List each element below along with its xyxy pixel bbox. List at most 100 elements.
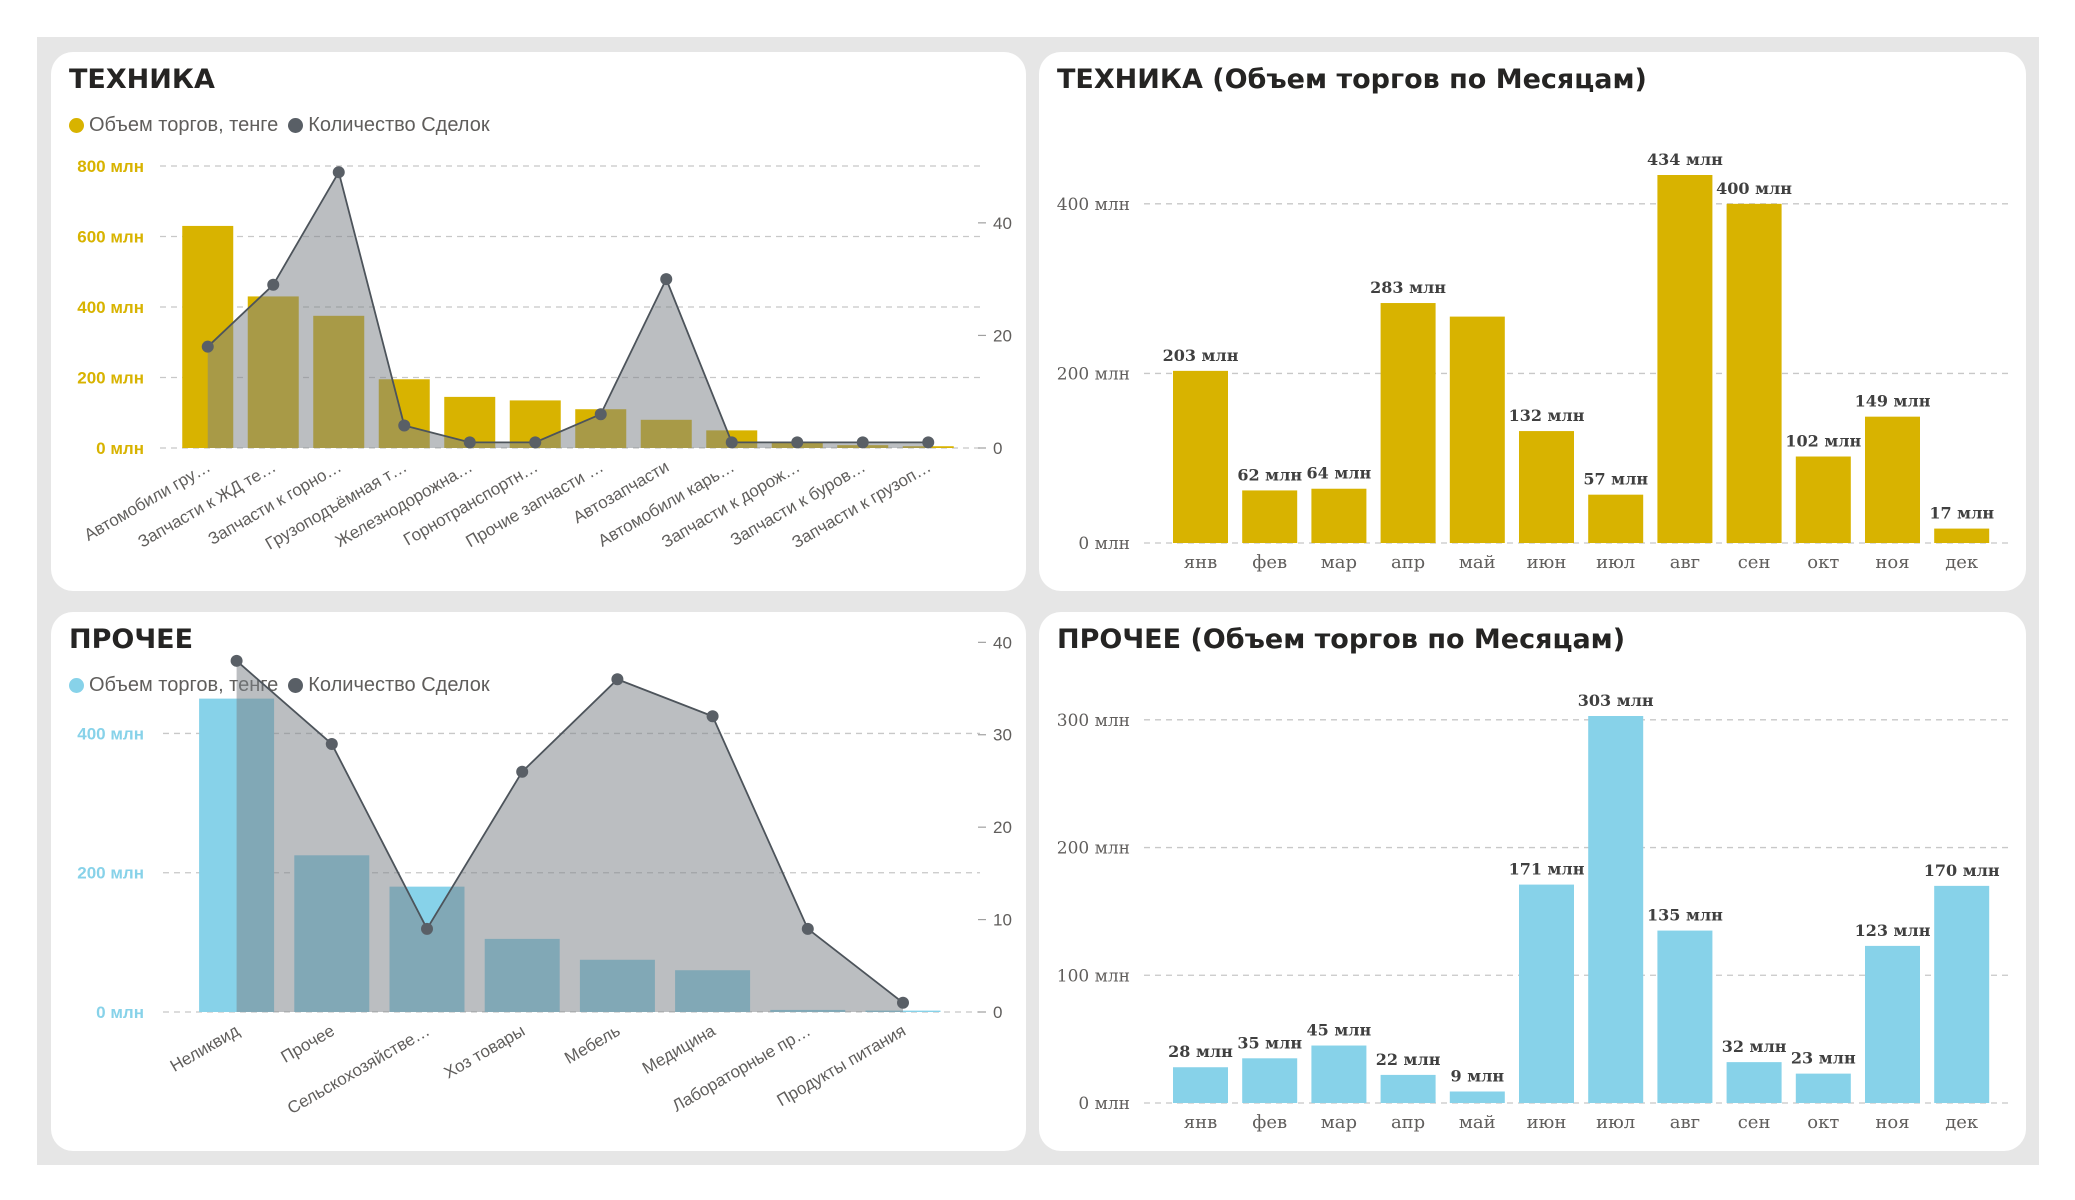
y-axis-tick-label: 200 млн bbox=[77, 369, 144, 388]
tech-months-chart: 0 млн 200 млн 400 млн 203 млн янв 62 млн фев 64… bbox=[1057, 150, 2013, 573]
data-label: 303 млн bbox=[1578, 691, 1654, 710]
data-label: 132 млн bbox=[1509, 406, 1585, 425]
x-axis-month-label: апр bbox=[1391, 552, 1425, 573]
bar bbox=[1242, 490, 1298, 543]
x-axis-month-label: авг bbox=[1670, 552, 1700, 573]
data-label: 170 млн bbox=[1924, 861, 2000, 880]
x-axis-month-label: фев bbox=[1252, 552, 1287, 573]
legend-volume-label: Объем торгов, тенге bbox=[89, 114, 279, 136]
chart-title: ТЕХНИКА bbox=[69, 64, 215, 95]
bar bbox=[1242, 1058, 1298, 1103]
bar bbox=[1865, 416, 1920, 543]
count-point bbox=[267, 278, 280, 291]
bar bbox=[1795, 1073, 1851, 1103]
chart-legend: Объем торгов, тенге Количество Сделок bbox=[69, 114, 494, 137]
x-axis-category-label: Прочее bbox=[278, 1021, 338, 1067]
x-axis-month-label: апр bbox=[1391, 1112, 1425, 1133]
y2-axis-tick-label: 0 bbox=[993, 439, 1002, 458]
data-label: 102 млн bbox=[1785, 432, 1861, 451]
bar bbox=[1380, 1074, 1436, 1103]
legend-item-count[interactable]: Количество Сделок bbox=[288, 114, 490, 137]
y-axis-tick-label: 0 млн bbox=[96, 1003, 144, 1022]
data-label: 283 млн bbox=[1370, 278, 1446, 297]
x-axis-month-label: июн bbox=[1527, 1112, 1567, 1133]
count-point bbox=[398, 419, 411, 432]
bar bbox=[1588, 716, 1644, 1103]
data-label: 28 млн bbox=[1168, 1042, 1233, 1061]
y-axis-tick-label: 100 млн bbox=[1057, 966, 1130, 986]
count-point bbox=[856, 436, 869, 449]
count-point bbox=[325, 737, 338, 750]
data-label: 400 млн bbox=[1716, 179, 1792, 198]
count-area bbox=[236, 660, 904, 1012]
data-label: 23 млн bbox=[1791, 1049, 1856, 1068]
y2-axis-tick-label: 40 bbox=[993, 214, 1012, 233]
legend-count-label: Количество Сделок bbox=[308, 114, 490, 136]
y-axis-tick-label: 400 млн bbox=[77, 298, 144, 317]
tech-months-card: ТЕХНИКА (Объем торгов по Месяцам) 0 млн 2… bbox=[1039, 52, 2026, 591]
bar bbox=[1934, 885, 1990, 1103]
y-axis-tick-label: 0 млн bbox=[96, 439, 144, 458]
bar bbox=[1380, 303, 1436, 543]
count-point bbox=[529, 436, 542, 449]
y2-axis-tick-label: 30 bbox=[993, 726, 1012, 745]
legend-volume-label: Объем торгов, тенге bbox=[89, 674, 279, 696]
y-axis-tick-label: 200 млн bbox=[1057, 364, 1130, 384]
x-axis-month-label: ноя bbox=[1875, 552, 1909, 573]
legend-count-marker bbox=[288, 678, 304, 693]
count-point bbox=[594, 408, 607, 421]
count-point bbox=[230, 654, 243, 667]
x-axis-month-label: дек bbox=[1945, 552, 1979, 573]
bar bbox=[1173, 1067, 1228, 1103]
count-point bbox=[725, 436, 738, 449]
legend-item-count[interactable]: Количество Сделок bbox=[288, 674, 490, 697]
count-point bbox=[421, 922, 433, 935]
bar bbox=[1519, 431, 1574, 543]
data-label: 35 млн bbox=[1237, 1033, 1302, 1052]
data-label: 62 млн bbox=[1237, 465, 1302, 484]
count-point bbox=[201, 340, 214, 353]
data-label: 203 млн bbox=[1163, 346, 1239, 365]
y2-axis-tick-label: 20 bbox=[993, 326, 1012, 345]
count-point bbox=[706, 710, 719, 723]
x-axis-month-label: янв bbox=[1184, 1112, 1218, 1133]
y2-axis-tick-label: 10 bbox=[993, 911, 1012, 930]
bar bbox=[1726, 203, 1782, 543]
chart-title: ПРОЧЕЕ (Объем торгов по Месяцам) bbox=[1057, 624, 1626, 655]
y-axis-tick-label: 600 млн bbox=[77, 228, 144, 247]
count-point bbox=[791, 436, 804, 449]
x-axis-month-label: авг bbox=[1670, 1112, 1700, 1133]
bar bbox=[1795, 456, 1851, 543]
legend-item-volume[interactable]: Объем торгов, тенге bbox=[69, 674, 278, 697]
y2-axis-tick-label: 0 bbox=[993, 1003, 1002, 1022]
count-point bbox=[801, 922, 814, 935]
count-point bbox=[660, 273, 673, 286]
other-months-card: ПРОЧЕЕ (Объем торгов по Месяцам) 0 млн 10… bbox=[1039, 612, 2026, 1151]
x-axis-month-label: мар bbox=[1321, 552, 1357, 573]
legend-volume-marker bbox=[69, 678, 84, 693]
x-axis-month-label: май bbox=[1459, 552, 1496, 573]
count-line bbox=[207, 169, 929, 444]
y-axis-tick-label: 400 млн bbox=[1057, 195, 1130, 215]
data-label: 149 млн bbox=[1855, 392, 1931, 411]
legend-item-volume[interactable]: Объем торгов, тенге bbox=[69, 114, 278, 137]
data-label: 64 млн bbox=[1307, 464, 1372, 483]
x-axis-month-label: июн bbox=[1527, 552, 1567, 573]
data-label: 22 млн bbox=[1376, 1050, 1441, 1069]
data-label: 17 млн bbox=[1929, 504, 1994, 523]
y2-axis-tick-label: 20 bbox=[993, 818, 1012, 837]
count-point bbox=[611, 673, 624, 686]
y-axis-tick-label: 0 млн bbox=[1078, 534, 1130, 554]
y2-axis-tick-label: 40 bbox=[993, 633, 1012, 652]
bar bbox=[1588, 494, 1644, 543]
x-axis-month-label: дек bbox=[1945, 1112, 1979, 1133]
bar bbox=[1657, 930, 1713, 1103]
y-axis-tick-label: 0 млн bbox=[1078, 1094, 1130, 1114]
bar bbox=[1726, 1062, 1782, 1103]
legend-volume-marker bbox=[69, 118, 84, 133]
other-combo-chart: 0 млн 200 млн 400 млн 0 10 20 30 40 Неликвид Проч… bbox=[77, 633, 1012, 1118]
x-axis-month-label: янв bbox=[1184, 552, 1218, 573]
x-axis-category-label: Неликвид bbox=[167, 1021, 243, 1076]
x-axis-category-label: Мебель bbox=[561, 1021, 623, 1068]
data-label: 9 млн bbox=[1451, 1067, 1505, 1086]
